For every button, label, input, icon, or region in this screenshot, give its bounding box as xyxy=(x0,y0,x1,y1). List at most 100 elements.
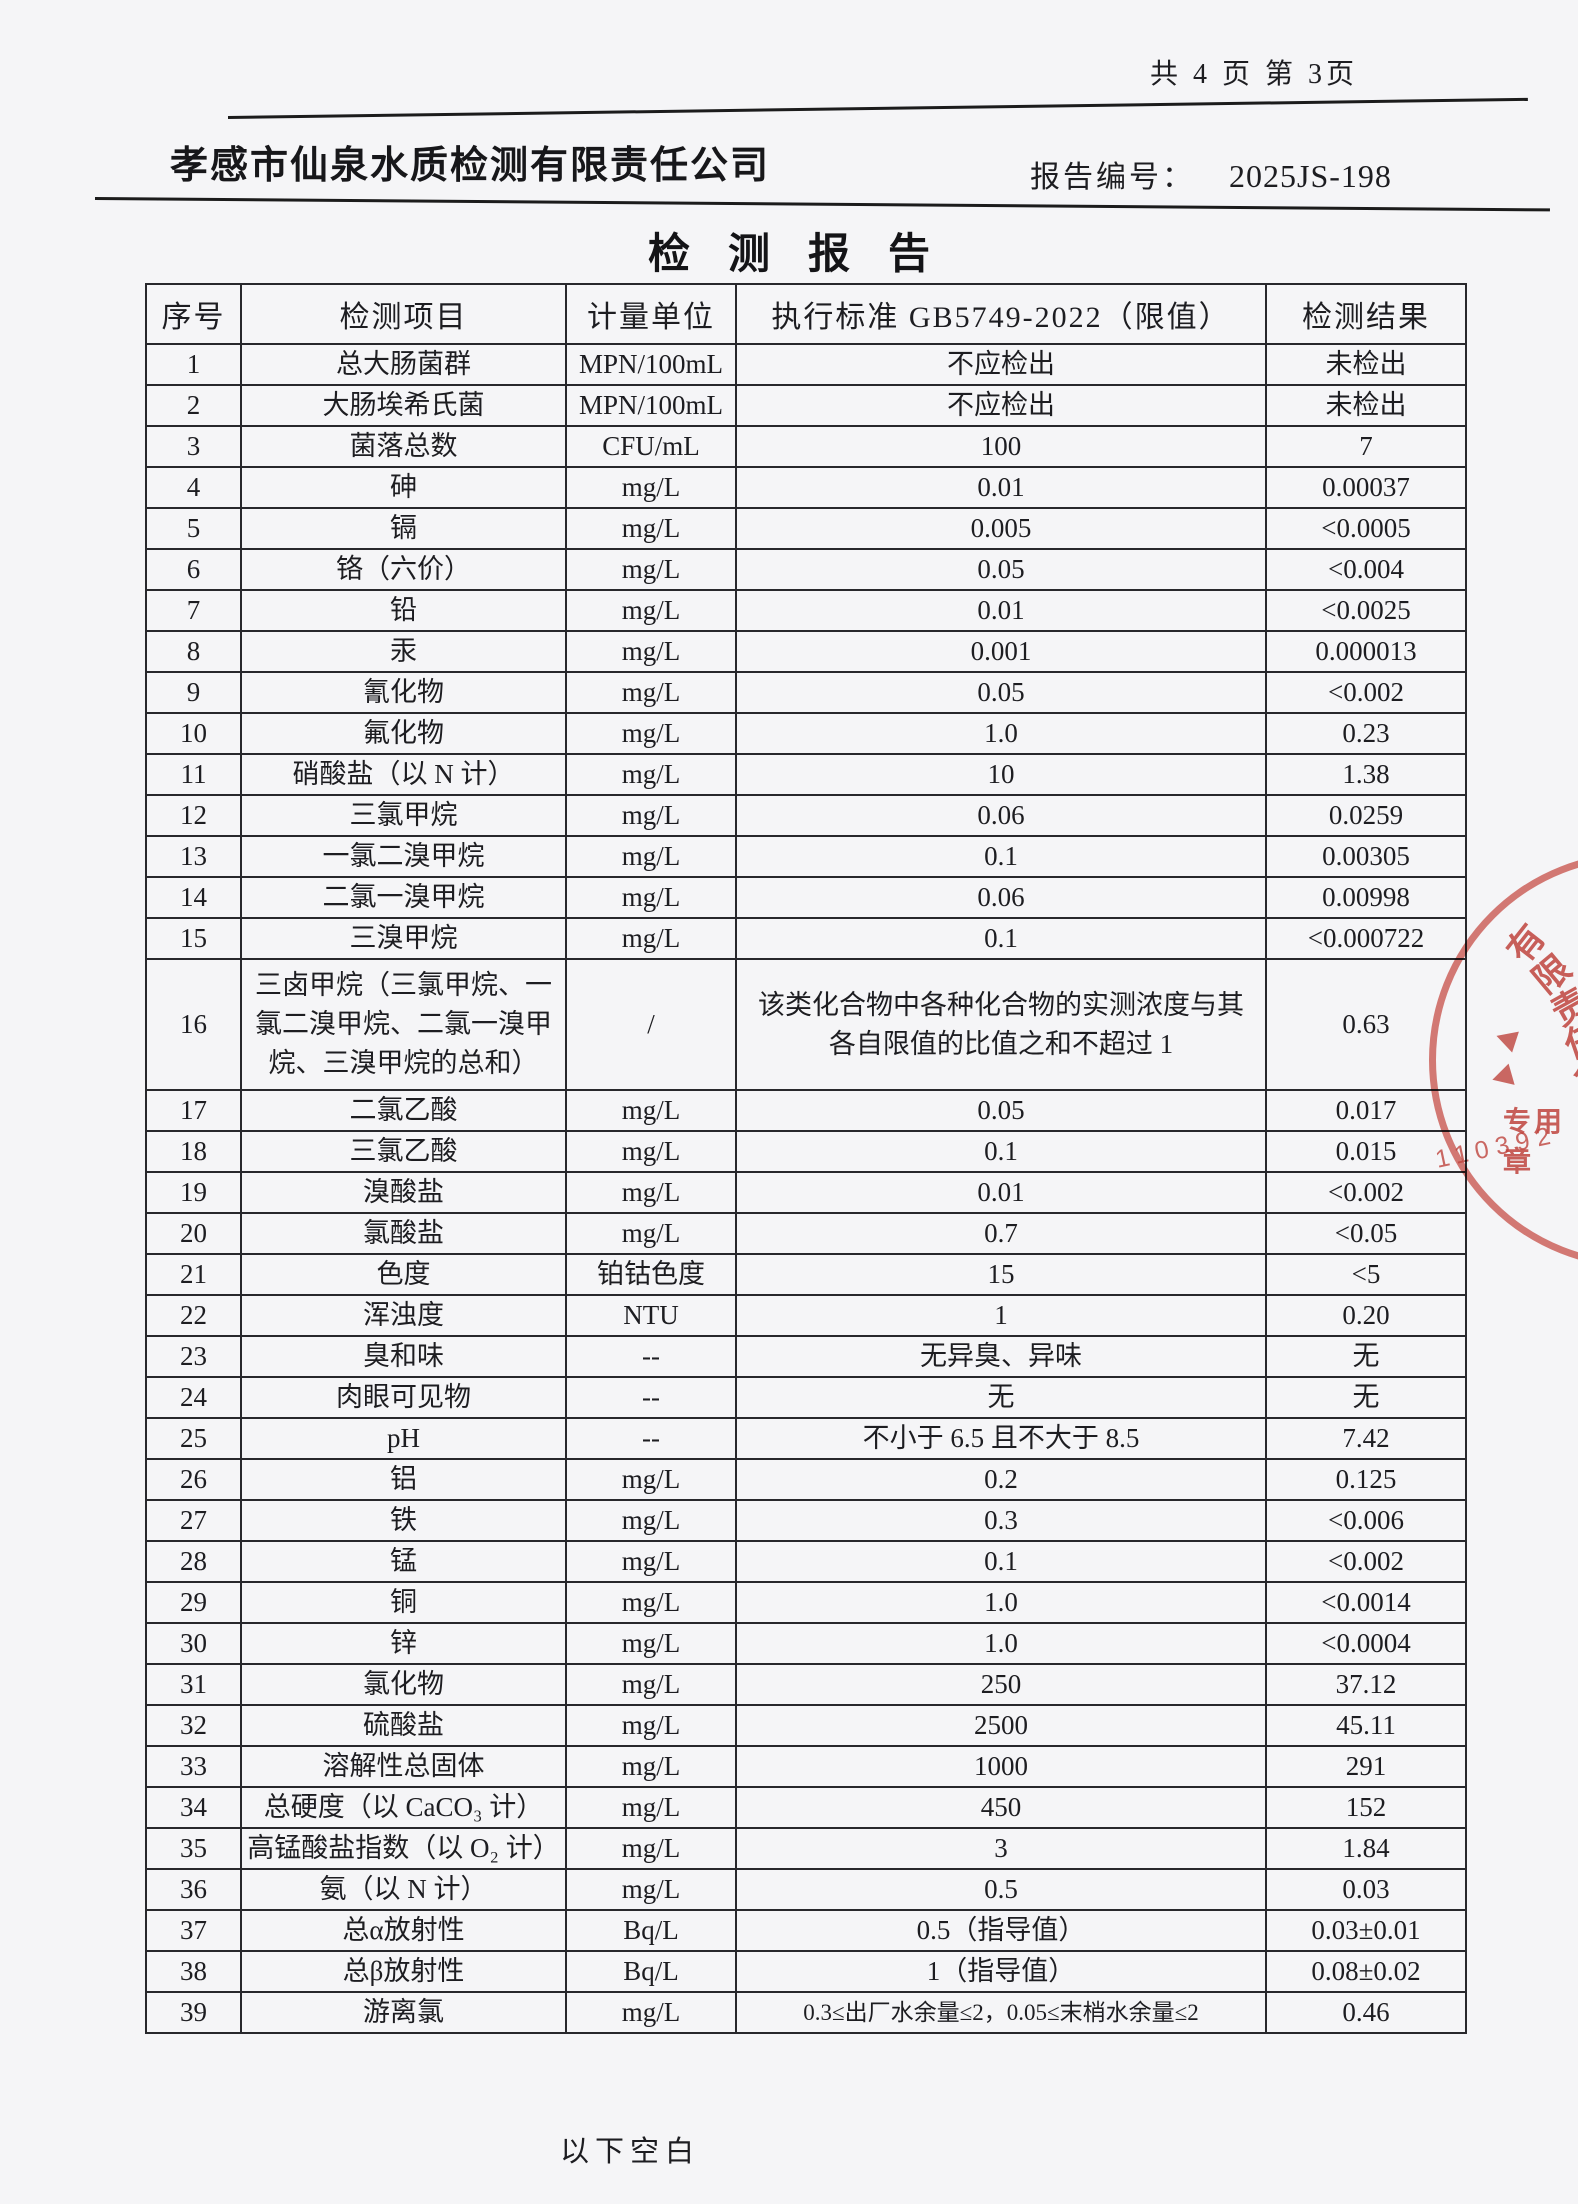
standard-limit: 0.5（指导值） xyxy=(735,1909,1267,1953)
row-number: 30 xyxy=(145,1622,242,1666)
row-number: 29 xyxy=(145,1581,242,1625)
unit: / xyxy=(565,957,737,1092)
item-name: 臭和味 xyxy=(240,1335,567,1379)
table-row: 8 汞 mg/L 0.001 0.000013 xyxy=(145,630,1467,673)
results-table: 序号 检测项目 计量单位 执行标准 GB5749-2022（限值） 检测结果 1 总大肠菌… xyxy=(145,283,1467,2035)
row-number: 12 xyxy=(145,794,242,837)
standard-limit: 0.1 xyxy=(735,835,1267,878)
table-row: 14 二氯一溴甲烷 mg/L 0.06 0.00998 xyxy=(145,876,1467,919)
item-name: 色度 xyxy=(240,1253,567,1297)
unit: mg/L xyxy=(565,1786,737,1830)
column-header: 计量单位 xyxy=(565,283,737,345)
results-tbody: 1 总大肠菌群 MPN/100mL 不应检出 未检出 2 大肠埃希氏菌 MPN/100mL 不应… xyxy=(145,343,1467,2035)
standard-limit: 100 xyxy=(735,425,1267,468)
row-number: 22 xyxy=(145,1294,242,1338)
item-name: 氯酸盐 xyxy=(240,1212,567,1256)
item-name: 二氯一溴甲烷 xyxy=(240,876,567,919)
result: 0.015 xyxy=(1265,1130,1467,1174)
standard-limit: 无异臭、异味 xyxy=(735,1335,1267,1379)
result: 1.38 xyxy=(1265,753,1467,796)
row-number: 38 xyxy=(145,1950,242,1994)
standard-limit: 不应检出 xyxy=(735,384,1267,427)
table-row: 11 硝酸盐（以 N 计） mg/L 10 1.38 xyxy=(145,753,1467,796)
result: 0.20 xyxy=(1265,1294,1467,1338)
result: 0.08±0.02 xyxy=(1265,1950,1467,1994)
item-name: 铝 xyxy=(240,1458,567,1502)
item-name: 铅 xyxy=(240,589,567,632)
unit: mg/L xyxy=(565,917,737,960)
row-number: 15 xyxy=(145,917,242,960)
row-number: 35 xyxy=(145,1827,242,1871)
result: 0.00998 xyxy=(1265,876,1467,919)
unit: mg/L xyxy=(565,1212,737,1256)
standard-limit: 0.005 xyxy=(735,507,1267,550)
table-row: 7 铅 mg/L 0.01 <0.0025 xyxy=(145,589,1467,632)
result: <0.002 xyxy=(1265,1171,1467,1215)
unit: mg/L xyxy=(565,1499,737,1543)
item-name: 二氯乙酸 xyxy=(240,1089,567,1133)
standard-limit: 0.001 xyxy=(735,630,1267,673)
table-row: 32 硫酸盐 mg/L 2500 45.11 xyxy=(145,1704,1467,1748)
header-bottom-rule xyxy=(94,197,1550,212)
item-name: 三卤甲烷（三氯甲烷、一氯二溴甲烷、二氯一溴甲烷、三溴甲烷的总和） xyxy=(240,957,567,1092)
table-row: 39 游离氯 mg/L 0.3≤出厂水余量≤2，0.05≤末梢水余量≤2 0.46 xyxy=(145,1991,1467,2035)
item-name: 三溴甲烷 xyxy=(240,917,567,960)
item-name: 氨（以 N 计） xyxy=(240,1868,567,1912)
standard-limit: 该类化合物中各种化合物的实测浓度与其各自限值的比值之和不超过 1 xyxy=(735,957,1267,1092)
unit: mg/L xyxy=(565,1868,737,1912)
item-name: 汞 xyxy=(240,630,567,673)
seal-star-tip-icon xyxy=(1493,1025,1519,1053)
standard-limit: 0.1 xyxy=(735,917,1267,960)
table-row: 38 总β放射性 Bq/L 1（指导值） 0.08±0.02 xyxy=(145,1950,1467,1994)
row-number: 26 xyxy=(145,1458,242,1502)
column-header: 执行标准 GB5749-2022（限值） xyxy=(735,283,1267,345)
footer-note: 以下空白 xyxy=(560,2136,701,2168)
table-row: 5 镉 mg/L 0.005 <0.0005 xyxy=(145,507,1467,550)
result: 0.23 xyxy=(1265,712,1467,755)
standard-limit: 450 xyxy=(735,1786,1267,1830)
standard-limit: 不小于 6.5 且不大于 8.5 xyxy=(735,1417,1267,1461)
row-number: 39 xyxy=(145,1991,242,2035)
item-name: pH xyxy=(240,1417,567,1461)
seal-label: 专用章 xyxy=(1503,1106,1566,1177)
standard-limit: 1.0 xyxy=(735,1581,1267,1625)
row-number: 32 xyxy=(145,1704,242,1748)
table-row: 16 三卤甲烷（三氯甲烷、一氯二溴甲烷、二氯一溴甲烷、三溴甲烷的总和） / 该类化合物… xyxy=(145,957,1467,1092)
standard-limit: 0.06 xyxy=(735,876,1267,919)
unit: mg/L xyxy=(565,1622,737,1666)
unit: mg/L xyxy=(565,1991,737,2035)
result: 7 xyxy=(1265,425,1467,468)
item-name: 三氯甲烷 xyxy=(240,794,567,837)
row-number: 23 xyxy=(145,1335,242,1379)
unit: mg/L xyxy=(565,1663,737,1707)
result: 0.03 xyxy=(1265,1868,1467,1912)
table-row: 33 溶解性总固体 mg/L 1000 291 xyxy=(145,1745,1467,1789)
item-name: 肉眼可见物 xyxy=(240,1376,567,1420)
result: <0.004 xyxy=(1265,548,1467,591)
item-name: 总α放射性 xyxy=(240,1909,567,1953)
report-number-label: 报告编号： xyxy=(1030,161,1195,194)
column-header: 检测项目 xyxy=(240,283,567,345)
table-row: 9 氰化物 mg/L 0.05 <0.002 xyxy=(145,671,1467,714)
table-row: 10 氟化物 mg/L 1.0 0.23 xyxy=(145,712,1467,755)
standard-limit: 无 xyxy=(735,1376,1267,1420)
unit: -- xyxy=(565,1376,737,1420)
row-number: 7 xyxy=(145,589,242,632)
standard-limit: 0.5 xyxy=(735,1868,1267,1912)
table-row: 15 三溴甲烷 mg/L 0.1 <0.000722 xyxy=(145,917,1467,960)
result: 无 xyxy=(1265,1335,1467,1379)
item-name: 一氯二溴甲烷 xyxy=(240,835,567,878)
table-row: 13 一氯二溴甲烷 mg/L 0.1 0.00305 xyxy=(145,835,1467,878)
result: 45.11 xyxy=(1265,1704,1467,1748)
table-row: 27 铁 mg/L 0.3 <0.006 xyxy=(145,1499,1467,1543)
unit: CFU/mL xyxy=(565,425,737,468)
result: 291 xyxy=(1265,1745,1467,1789)
table-row: 28 锰 mg/L 0.1 <0.002 xyxy=(145,1540,1467,1584)
standard-limit: 250 xyxy=(735,1663,1267,1707)
result: <0.0004 xyxy=(1265,1622,1467,1666)
table-row: 25 pH -- 不小于 6.5 且不大于 8.5 7.42 xyxy=(145,1417,1467,1461)
result: 0.125 xyxy=(1265,1458,1467,1502)
table-row: 23 臭和味 -- 无异臭、异味无 xyxy=(145,1335,1467,1379)
result: 0.0259 xyxy=(1265,794,1467,837)
item-name: 硫酸盐 xyxy=(240,1704,567,1748)
